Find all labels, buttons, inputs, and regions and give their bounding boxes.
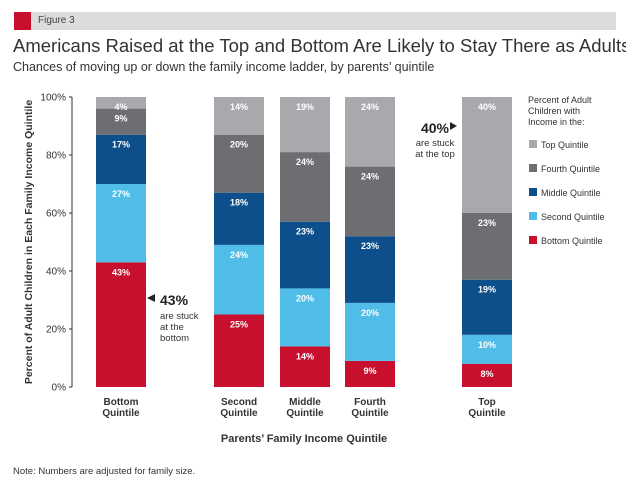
x-tick-label: Quintile bbox=[220, 408, 258, 419]
bar-segment bbox=[280, 221, 330, 289]
bar-value-label: 20% bbox=[230, 140, 248, 150]
bar-segment bbox=[345, 97, 395, 167]
y-tick-label: 80% bbox=[46, 151, 66, 162]
bar-value-label: 9% bbox=[363, 366, 376, 376]
bar-segment bbox=[345, 360, 395, 387]
legend-label: Middle Quintile bbox=[541, 188, 601, 198]
y-tick-label: 20% bbox=[46, 325, 66, 336]
x-tick-label: Second bbox=[221, 397, 257, 408]
annotation-text: bottom bbox=[160, 333, 189, 344]
bar-segment bbox=[214, 192, 264, 245]
pointer-arrow-icon bbox=[450, 122, 457, 130]
bar-value-label: 23% bbox=[478, 218, 496, 228]
bar-value-label: 23% bbox=[361, 241, 379, 251]
bar-value-label: 17% bbox=[112, 140, 130, 150]
bar-value-label: 24% bbox=[230, 250, 248, 260]
legend-swatch bbox=[529, 236, 537, 244]
bar-value-label: 24% bbox=[361, 172, 379, 182]
bar-value-label: 4% bbox=[114, 102, 127, 112]
bar-segment bbox=[96, 97, 146, 109]
bar-segment bbox=[345, 302, 395, 361]
bar-value-label: 14% bbox=[296, 351, 314, 361]
bar-value-label: 24% bbox=[361, 102, 379, 112]
y-tick-label: 0% bbox=[52, 383, 67, 394]
x-tick-label: Quintile bbox=[351, 408, 389, 419]
bar-value-label: 23% bbox=[296, 227, 314, 237]
chart-title: Americans Raised at the Top and Bottom A… bbox=[13, 35, 626, 56]
bar-value-label: 14% bbox=[230, 102, 248, 112]
bar-value-label: 8% bbox=[480, 369, 493, 379]
bar-segment bbox=[214, 134, 264, 193]
bar-segment bbox=[280, 288, 330, 347]
bar-segment bbox=[462, 363, 512, 387]
annotation-text: are stuck bbox=[160, 311, 199, 322]
bar-value-label: 27% bbox=[112, 189, 130, 199]
bar-value-label: 19% bbox=[296, 102, 314, 112]
legend-label: Fourth Quintile bbox=[541, 164, 600, 174]
annotation-text: at the top bbox=[415, 149, 455, 160]
figure-marker bbox=[14, 12, 31, 30]
bar-segment bbox=[214, 244, 264, 315]
x-axis-label: Parents’ Family Income Quintile bbox=[221, 433, 387, 445]
bar-value-label: 40% bbox=[478, 102, 496, 112]
legend-label: Top Quintile bbox=[541, 140, 589, 150]
bar-value-label: 10% bbox=[478, 340, 496, 350]
annotation-text: at the bbox=[160, 322, 184, 333]
y-tick-label: 100% bbox=[40, 93, 66, 104]
x-tick-label: Fourth bbox=[354, 397, 386, 408]
x-tick-label: Middle bbox=[289, 397, 321, 408]
bar-segment bbox=[280, 152, 330, 222]
bar-segment bbox=[96, 134, 146, 184]
bar-segment bbox=[96, 262, 146, 387]
legend-label: Bottom Quintile bbox=[541, 236, 603, 246]
y-tick-label: 60% bbox=[46, 209, 66, 220]
bar-value-label: 18% bbox=[230, 198, 248, 208]
legend-title: Children with bbox=[528, 106, 580, 116]
bar-segment bbox=[462, 334, 512, 364]
figure-header-bar bbox=[14, 12, 616, 30]
annotation-value: 43% bbox=[160, 292, 189, 308]
x-tick-label: Quintile bbox=[468, 408, 506, 419]
legend-label: Second Quintile bbox=[541, 212, 605, 222]
bar-value-label: 19% bbox=[478, 285, 496, 295]
bar-segment bbox=[280, 97, 330, 153]
bar-segment bbox=[345, 166, 395, 237]
bar-value-label: 9% bbox=[114, 114, 127, 124]
bar-segment bbox=[462, 97, 512, 213]
figure-label: Figure 3 bbox=[38, 15, 75, 26]
legend-swatch bbox=[529, 140, 537, 148]
bar-value-label: 25% bbox=[230, 320, 248, 330]
bar-segment bbox=[96, 108, 146, 135]
x-tick-label: Quintile bbox=[102, 408, 140, 419]
pointer-arrow-icon bbox=[147, 294, 155, 302]
y-tick-label: 40% bbox=[46, 267, 66, 278]
bar-segment bbox=[214, 97, 264, 135]
bar-value-label: 24% bbox=[296, 157, 314, 167]
note: Note: Numbers are adjusted for family si… bbox=[13, 466, 196, 477]
legend-swatch bbox=[529, 188, 537, 196]
bar-segment bbox=[462, 279, 512, 335]
legend-swatch bbox=[529, 212, 537, 220]
legend-title: Income in the: bbox=[528, 117, 585, 127]
bar-segment bbox=[214, 314, 264, 387]
bar-value-label: 20% bbox=[296, 293, 314, 303]
x-tick-label: Top bbox=[478, 397, 496, 408]
x-tick-label: Quintile bbox=[286, 408, 324, 419]
legend-swatch bbox=[529, 164, 537, 172]
bar-segment bbox=[345, 236, 395, 303]
bar-segment bbox=[280, 346, 330, 387]
x-tick-label: Bottom bbox=[104, 397, 139, 408]
annotation-value: 40% bbox=[421, 120, 450, 136]
bar-segment bbox=[462, 213, 512, 280]
bar-value-label: 43% bbox=[112, 267, 130, 277]
chart-subtitle: Chances of moving up or down the family … bbox=[13, 60, 435, 74]
bar-segment bbox=[96, 184, 146, 263]
legend-title: Percent of Adult bbox=[528, 95, 592, 105]
bar-value-label: 20% bbox=[361, 308, 379, 318]
y-axis-label: Percent of Adult Children in Each Family… bbox=[23, 100, 35, 384]
annotation-text: are stuck bbox=[416, 138, 455, 149]
